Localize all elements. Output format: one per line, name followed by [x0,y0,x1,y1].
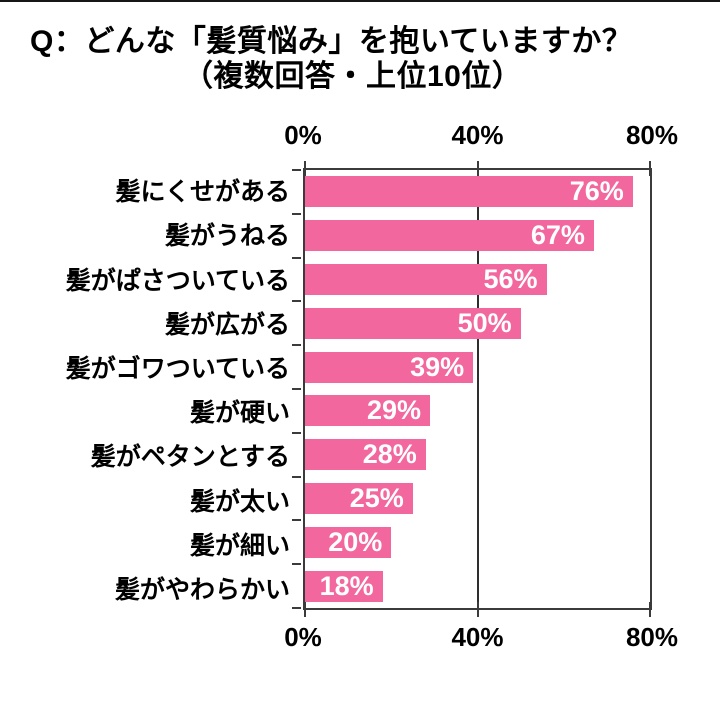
bar-value-label: 29% [367,395,422,426]
chart-title-line1: Q：どんな「髪質悩み」を抱いていますか？ [30,25,633,58]
bar-8: 25% [305,482,413,514]
bar-value-label: 25% [349,482,404,513]
x-tick-top [304,161,306,176]
bar-value-label: 28% [362,439,417,470]
bar-value-label: 56% [483,263,538,294]
x-axis-label-0%: 0% [284,622,322,652]
bar-5: 39% [305,351,474,383]
category-label: 髪にくせがある [115,178,290,207]
category-label: 髪が広がる [164,310,290,339]
y-tick [292,607,301,609]
category-label: 髪がうねる [164,222,290,251]
category-label: 髪がぱさついている [65,266,290,295]
category-label: 髪がやわらかい [114,575,290,604]
gridline-40% [476,170,479,608]
y-tick [292,475,301,478]
bar-row: 18% [305,564,650,608]
bar-1: 76% [305,176,633,208]
bar-value-label: 67% [530,220,585,251]
bar-row: 39% [305,345,650,389]
chart-title-line2: （複数回答・上位10位） [183,60,523,93]
bar-row: 25% [305,477,650,521]
x-tick-top [476,161,479,176]
bar-row: 20% [305,520,650,564]
category-label: 髪が太い [189,487,290,516]
bar-value-label: 39% [410,351,465,382]
x-axis-label-80%: 80% [625,622,679,652]
x-tick-bottom [304,602,306,617]
bar-value-label: 20% [328,526,383,557]
bar-value-label: 76% [569,176,624,207]
y-tick [292,300,301,303]
bar-value-label: 50% [457,307,512,338]
category-label: 髪が細い [189,531,290,560]
y-tick [292,519,301,522]
x-axis-label-80%: 80% [625,120,679,150]
category-labels: 髪にくせがある髪がうねる髪がぱさついている髪が広がる髪がゴワついている髪が硬い髪… [0,168,290,610]
y-tick [292,256,301,259]
bar-7: 28% [305,439,426,471]
bar-row: 76% [305,170,650,214]
chart-title: Q：どんな「髪質悩み」を抱いていますか？ （複数回答・上位10位） [30,24,632,94]
bar-value-label: 18% [319,570,374,601]
y-tick [292,169,301,171]
x-axis-top-labels: 0% 40% 80% [284,120,678,150]
bar-3: 56% [305,263,547,295]
bar-9: 20% [305,526,392,558]
x-tick-bottom [649,602,651,617]
x-axis-bottom-labels: 0% 40% 80% [284,622,678,652]
bar-row: 28% [305,433,650,477]
bar-row: 50% [305,301,650,345]
y-tick [292,344,301,347]
plot-area: 76% 67% 56% 50% 39% 29% 28% 25% 20% 18% [292,161,652,617]
y-tick [292,563,301,566]
y-tick [292,212,301,215]
x-axis-label-40%: 40% [451,622,504,652]
x-axis-label-0%: 0% [284,120,322,150]
category-label: 髪が硬い [189,399,290,428]
x-tick-top [649,161,651,176]
bar-6: 29% [305,395,431,427]
top-border-line [0,0,720,2]
y-tick [292,431,301,434]
y-tick [292,388,301,390]
bar-row: 56% [305,258,650,302]
bar-4: 50% [305,307,521,339]
x-tick-bottom [476,602,479,617]
x-axis-label-40%: 40% [451,120,504,150]
bars: 76% 67% 56% 50% 39% 29% 28% 25% 20% 18% [305,170,650,608]
bar-row: 67% [305,214,650,258]
bar-2: 67% [305,220,594,252]
category-label: 髪がペタンとする [90,443,290,472]
bar-10: 18% [305,570,383,602]
bar-row: 29% [305,389,650,433]
category-label: 髪がゴワついている [65,354,290,383]
